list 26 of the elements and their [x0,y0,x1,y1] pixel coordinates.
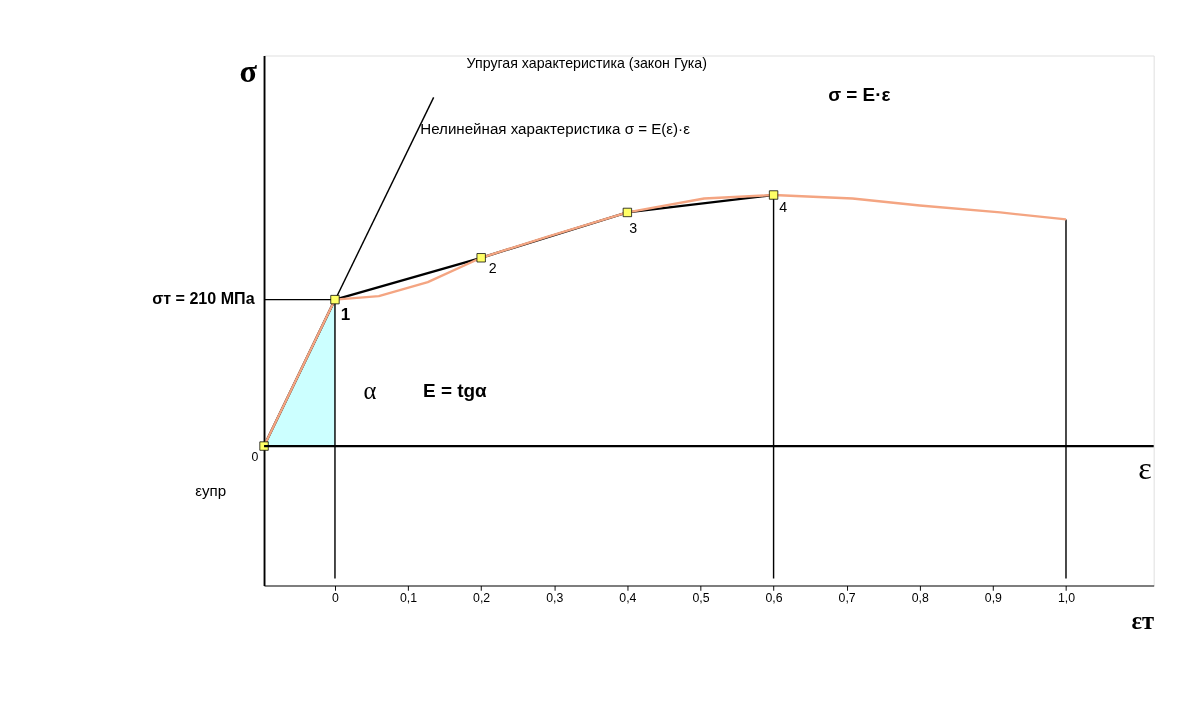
x-tick-label: 0,3 [546,591,564,606]
x-tick-label: 1,0 [1057,591,1076,606]
annotation: σ = E·ε [828,83,891,105]
x-tick-label: 0,1 [399,591,418,606]
ref-line-label: ε [1138,450,1152,487]
x-tick-label: 0,5 [692,591,710,606]
x-tick-label: 0,7 [838,591,856,606]
text: εупр [195,481,227,499]
annotation: 1 [340,305,351,325]
x-tick-label: 0,9 [984,591,1003,606]
x-axis-title: εт [1131,606,1155,634]
x-tick-label: 0,6 [765,591,783,606]
annotation: 2 [488,259,497,276]
annotation: 4 [779,199,788,216]
annotation: 0 [251,450,259,465]
x-tick-label: 0,8 [911,591,929,606]
annotation: σт = 210 МПа [152,289,256,308]
annotation: Нелинейная характеристика σ = E(ε)·ε [420,120,691,138]
x-tick-label: 0,2 [473,591,491,606]
x-tick-label: 0 [332,591,340,606]
text: Упругая характеристика (закон Гука) [466,54,707,71]
annotation: 3 [629,220,638,237]
annotation: E = tgα [423,380,488,402]
annotation: α [363,377,377,405]
x-tick-label: 0,4 [619,591,637,606]
y-axis-title: σ [239,52,258,89]
